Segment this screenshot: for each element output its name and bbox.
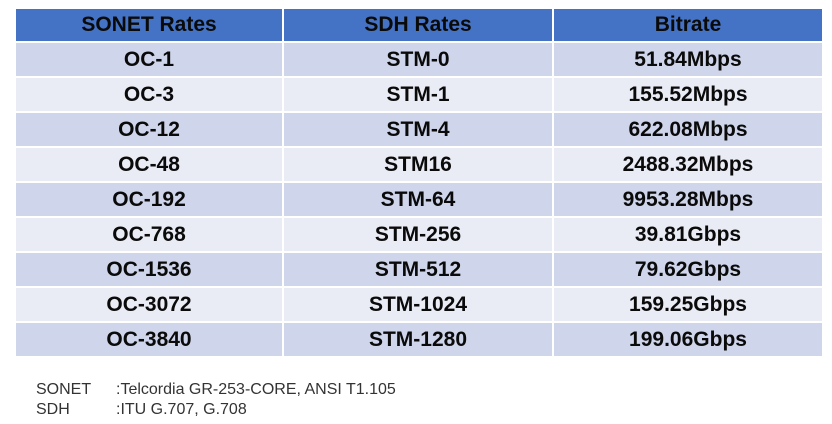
sonet-rate-cell: OC-192: [14, 181, 284, 218]
table-row: OC-3072 STM-1024 159.25Gbps: [14, 286, 824, 323]
sdh-rate-cell: STM16: [282, 146, 554, 183]
bitrate-cell: 622.08Mbps: [552, 111, 824, 148]
footnote-label: SDH: [36, 401, 70, 418]
bitrate-cell: 155.52Mbps: [552, 76, 824, 113]
sonet-rate-cell: OC-1536: [14, 251, 284, 288]
bitrate-cell: 2488.32Mbps: [552, 146, 824, 183]
bitrate-cell: 9953.28Mbps: [552, 181, 824, 218]
sonet-rate-cell: OC-1: [14, 41, 284, 78]
sonet-rate-cell: OC-3: [14, 76, 284, 113]
sdh-rate-cell: STM-4: [282, 111, 554, 148]
table-row: OC-3 STM-1 155.52Mbps: [14, 76, 824, 113]
sdh-rate-cell: STM-1: [282, 76, 554, 113]
sdh-rate-cell: STM-1280: [282, 321, 554, 358]
column-header-sdh-rates: SDH Rates: [282, 7, 554, 43]
table-row: OC-192 STM-64 9953.28Mbps: [14, 181, 824, 218]
table-row: OC-1 STM-0 51.84Mbps: [14, 41, 824, 78]
table-row: OC-1536 STM-512 79.62Gbps: [14, 251, 824, 288]
table-row: OC-768 STM-256 39.81Gbps: [14, 216, 824, 253]
bitrate-cell: 51.84Mbps: [552, 41, 824, 78]
footnote-sonet: SONET :Telcordia GR-253-CORE, ANSI T1.105: [36, 380, 396, 400]
sdh-rate-cell: STM-64: [282, 181, 554, 218]
sonet-rate-cell: OC-12: [14, 111, 284, 148]
sdh-rate-cell: STM-1024: [282, 286, 554, 323]
rates-table: SONET Rates SDH Rates Bitrate OC-1 STM-0…: [14, 7, 824, 358]
bitrate-cell: 159.25Gbps: [552, 286, 824, 323]
sonet-rate-cell: OC-3072: [14, 286, 284, 323]
sonet-rate-cell: OC-48: [14, 146, 284, 183]
footnotes: SONET :Telcordia GR-253-CORE, ANSI T1.105…: [36, 380, 396, 420]
sdh-rate-cell: STM-0: [282, 41, 554, 78]
table-header-row: SONET Rates SDH Rates Bitrate: [14, 7, 824, 43]
footnote-label: SONET: [36, 381, 92, 398]
bitrate-cell: 199.06Gbps: [552, 321, 824, 358]
table-row: OC-48 STM16 2488.32Mbps: [14, 146, 824, 183]
sdh-rate-cell: STM-512: [282, 251, 554, 288]
sonet-rate-cell: OC-768: [14, 216, 284, 253]
column-header-bitrate: Bitrate: [552, 7, 824, 43]
sdh-rate-cell: STM-256: [282, 216, 554, 253]
column-header-sonet-rates: SONET Rates: [14, 7, 284, 43]
footnote-text: :ITU G.707, G.708: [116, 401, 247, 418]
footnote-sdh: SDH :ITU G.707, G.708: [36, 400, 396, 420]
bitrate-cell: 79.62Gbps: [552, 251, 824, 288]
table-row: OC-3840 STM-1280 199.06Gbps: [14, 321, 824, 358]
sonet-rate-cell: OC-3840: [14, 321, 284, 358]
footnote-text: :Telcordia GR-253-CORE, ANSI T1.105: [116, 381, 396, 398]
table-row: OC-12 STM-4 622.08Mbps: [14, 111, 824, 148]
bitrate-cell: 39.81Gbps: [552, 216, 824, 253]
